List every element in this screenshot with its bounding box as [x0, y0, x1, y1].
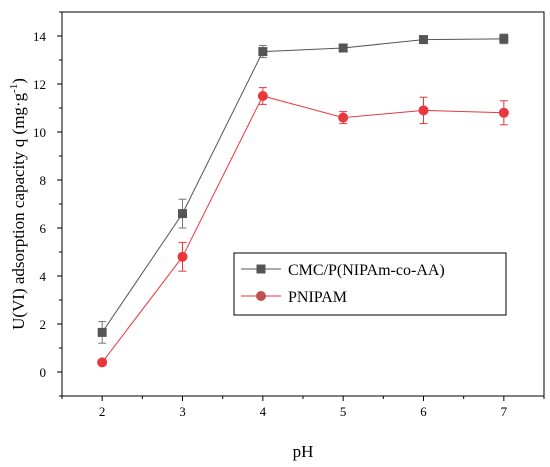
- data-point: [257, 91, 268, 101]
- data-point: [97, 327, 107, 337]
- y-axis-title: U(VI) adsorption capacity q (mg·g-1): [8, 78, 28, 330]
- series-line-1: [101, 38, 504, 333]
- y-tick-label-2: 2: [40, 317, 47, 332]
- data-point: [178, 209, 187, 219]
- y-axis-title-close: ): [9, 78, 28, 84]
- data-point: [97, 357, 108, 368]
- y-tick-label-14: 14: [33, 29, 47, 44]
- series-line-2: [101, 95, 504, 363]
- y-tick-label-12: 12: [33, 77, 46, 92]
- y-tick-label-10: 10: [33, 125, 46, 140]
- legend-marker-series-1: [256, 264, 266, 274]
- x-tick-label-5: 5: [340, 404, 347, 419]
- plot-frame: [61, 11, 545, 397]
- y-tick-label-0: 0: [40, 365, 47, 380]
- y-tick-label-8: 8: [40, 173, 47, 188]
- y-axis-title-main: U(VI) adsorption capacity q (mg·g: [9, 92, 28, 329]
- legend-label-series-1: CMC/P(NIPAm-co-AA): [288, 262, 445, 279]
- legend: CMC/P(NIPAm-co-AA) PNIPAM: [233, 252, 507, 316]
- data-point: [498, 107, 509, 118]
- series-layer: [97, 33, 509, 368]
- data-point: [338, 112, 349, 123]
- y-tick-label-4: 4: [40, 269, 47, 284]
- y-axis-title-sup: -1: [8, 84, 20, 93]
- data-point: [258, 47, 268, 57]
- legend-marker-series-2: [256, 291, 266, 301]
- y-tick-label-6: 6: [40, 221, 47, 236]
- x-tick-label-3: 3: [179, 404, 186, 419]
- x-axis-title: pH: [293, 442, 314, 461]
- x-tick-label-7: 7: [501, 404, 508, 419]
- data-point: [499, 34, 509, 44]
- data-point: [418, 105, 429, 116]
- axis-ticks: [57, 11, 545, 401]
- data-point: [338, 43, 348, 53]
- series-1: [97, 33, 509, 344]
- legend-box: [233, 252, 507, 316]
- data-point: [177, 251, 188, 262]
- x-tick-label-4: 4: [260, 404, 267, 419]
- x-tick-label-6: 6: [420, 404, 427, 419]
- legend-label-series-2: PNIPAM: [288, 289, 347, 306]
- data-point: [419, 35, 428, 45]
- series-2: [97, 87, 509, 368]
- x-tick-label-2: 2: [99, 404, 106, 419]
- tick-labels: 2 3 4 5 6 7 0 2 4 6 8 10 12 14: [33, 29, 508, 419]
